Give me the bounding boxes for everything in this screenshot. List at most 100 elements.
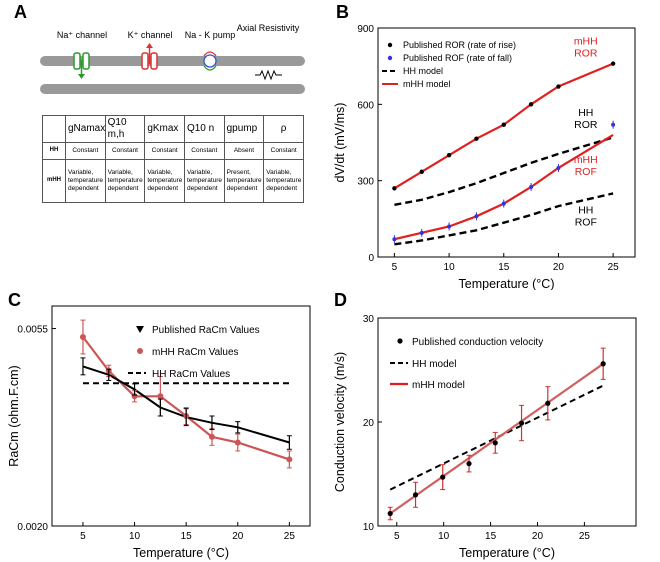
legend-marker	[137, 348, 143, 354]
k-channel-label: K⁺ channel	[128, 30, 173, 40]
table-header-cell: gpump	[223, 115, 265, 143]
ror-point	[501, 122, 506, 127]
mhh-point	[79, 334, 86, 341]
chart-c: 5 10 15 20 25 0.0020 0.0055 Temperature (°C) RaC…	[7, 305, 311, 560]
velocity-point	[387, 510, 393, 517]
x-tick-label: 15	[181, 531, 193, 542]
table-header-row: gNamax Q10 m,h gKmax Q10 n gpump ρ	[42, 115, 304, 143]
axial-label: Axial Resistivity	[237, 23, 300, 33]
x-tick-label: 25	[608, 262, 620, 273]
y-tick-label: 20	[363, 418, 375, 429]
y-tick-label: 0	[368, 253, 374, 264]
panel-letter-a: A	[14, 2, 27, 22]
ror-point	[528, 102, 534, 107]
hh-ror-line	[394, 136, 614, 206]
mhh-rof-line	[394, 133, 614, 241]
mhh-point	[208, 433, 215, 440]
legend-label: HH RaCm Values	[152, 369, 230, 380]
x-axis-label: Temperature (°C)	[133, 546, 229, 560]
table-cell: Variable, temperature dependent	[104, 159, 146, 203]
velocity-point	[545, 400, 551, 406]
chart-b: 5 10 15 20 25 0 300 600 900 Temperature (°C) dV/dt…	[333, 24, 636, 290]
axial-label-text: Axial Resistivity	[237, 23, 300, 33]
rof-point	[556, 165, 561, 170]
annotation-line: HH	[578, 107, 593, 119]
legend-label: Published conduction velocity	[412, 337, 543, 348]
rof-point	[419, 230, 424, 235]
velocity-point	[492, 440, 498, 446]
pump-icon	[203, 51, 217, 71]
x-tick-label: 10	[444, 262, 456, 273]
table-row-label: mHH	[42, 159, 66, 203]
panel-letter-d: D	[334, 290, 347, 310]
x-tick-label: 20	[553, 262, 565, 273]
na-channel-label: Na⁺ channel	[57, 30, 107, 40]
mhh-velocity-line	[389, 362, 604, 515]
chart-d: 5 10 15 20 25 10 20 30 Temperature (°C) Conductio…	[333, 314, 637, 560]
legend-label: mHH RaCm Values	[152, 347, 239, 358]
rof-point	[611, 122, 616, 127]
table-cell: Constant	[183, 142, 225, 160]
x-tick-label: 20	[232, 531, 244, 542]
panel-letter-c: C	[8, 290, 21, 310]
table-cell: Constant	[263, 142, 304, 160]
series-annotation: HH ROR	[574, 107, 598, 131]
ror-point	[392, 186, 397, 191]
published-racm-line	[82, 365, 290, 444]
x-tick-label: 15	[498, 262, 510, 273]
table-cell: Variable, temperature dependent	[183, 159, 225, 203]
model-comparison-table: gNamax Q10 m,h gKmax Q10 n gpump ρ HH Co…	[42, 115, 304, 203]
y-tick-label: 0.0055	[17, 325, 48, 336]
mhh-point	[286, 456, 293, 463]
ror-point	[556, 84, 561, 89]
y-axis-label: Conduction velocity (m/s)	[333, 352, 347, 492]
x-axis-label: Temperature (°C)	[459, 277, 555, 290]
annotation-line: ROR	[574, 119, 598, 131]
na-channel-icon	[73, 52, 90, 79]
table-cell: Constant	[144, 142, 185, 160]
rof-point	[529, 185, 534, 190]
y-tick-label: 0.0020	[17, 522, 48, 533]
annotation-line: ROF	[575, 166, 597, 178]
x-tick-label: 5	[80, 531, 86, 542]
y-axis-label: RaCm (ohm.F.cm)	[7, 365, 21, 466]
x-axis-label: Temperature (°C)	[459, 546, 555, 560]
x-tick-label: 10	[438, 531, 450, 542]
x-tick-label: 5	[394, 531, 400, 542]
table-cell: Absent	[223, 142, 265, 160]
ror-point	[610, 61, 616, 66]
y-axis-label: dV/dt (mV/ms)	[333, 103, 347, 183]
table-header-cell: Q10 m,h	[104, 115, 146, 143]
legend-label: Published ROF (rate of fall)	[403, 53, 512, 63]
table-row-label: HH	[42, 142, 66, 160]
table-row: HH Constant Constant Constant Constant A…	[42, 142, 304, 160]
x-tick-label: 20	[532, 531, 544, 542]
table-header-cell: ρ	[263, 115, 304, 143]
rof-point	[447, 224, 452, 229]
y-tick-label: 900	[357, 24, 374, 35]
panel-letter-b: B	[336, 2, 349, 22]
table-cell: Constant	[104, 142, 146, 160]
legend-label: Published ROR (rate of rise)	[403, 40, 516, 50]
table-cell: Variable, temperature dependent	[144, 159, 185, 203]
table-row: mHH Variable, temperature dependent Vari…	[42, 159, 304, 203]
legend-label: mHH model	[412, 380, 465, 391]
plot-frame	[51, 305, 311, 527]
annotation-line: mHH	[574, 36, 598, 48]
velocity-point	[440, 474, 446, 480]
legend-label: Published RaCm Values	[152, 325, 260, 336]
legend-marker	[136, 326, 144, 333]
table-header-cell: gKmax	[144, 115, 185, 143]
y-tick-label: 600	[357, 100, 374, 111]
ror-point	[474, 136, 479, 141]
velocity-point	[466, 461, 472, 467]
k-channel-icon	[141, 43, 158, 70]
y-tick-label: 30	[363, 314, 375, 325]
mhh-point	[157, 393, 164, 400]
series-annotation: mHH ROF	[574, 154, 598, 178]
legend-marker	[387, 42, 393, 48]
annotation-line: ROF	[575, 217, 597, 229]
pump-label: Na - K pump	[185, 30, 236, 40]
y-tick-label: 300	[357, 177, 374, 188]
ror-point	[419, 169, 424, 174]
